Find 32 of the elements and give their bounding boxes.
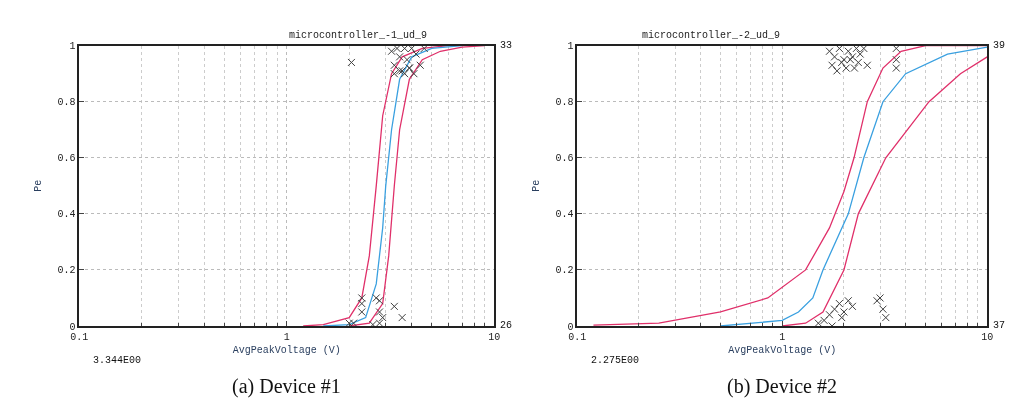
x-tick-label: 0.1 (568, 331, 587, 343)
y-tick-label: 1 (567, 41, 574, 53)
y-axis-title: Pe (530, 179, 542, 192)
text: 39 (993, 40, 1006, 51)
text: 2.275E00 (591, 355, 640, 366)
x-axis-title: AvgPeakVoltage (V) (728, 344, 837, 356)
y-tick-label: 0.6 (555, 153, 574, 165)
text: (a) Device #1 (232, 375, 341, 398)
y-tick-label: 1 (69, 41, 76, 53)
chart-title: microcontroller_-2_ud_9 (642, 30, 781, 41)
x-axis-title: AvgPeakVoltage (V) (232, 344, 341, 356)
x-tick-label: 1 (779, 331, 786, 343)
x-tick-label: 0.1 (70, 331, 89, 343)
y-tick-label: 0.8 (57, 97, 76, 109)
y-tick-label: 0 (567, 321, 574, 333)
y-tick-label: 0.8 (555, 97, 574, 109)
y-tick-label: 0 (69, 321, 76, 333)
text: 37 (993, 320, 1006, 331)
text: 26 (500, 320, 513, 331)
y-tick-label: 0.4 (57, 209, 76, 221)
y-tick-label: 0.2 (57, 265, 76, 277)
y-tick-label: 0.4 (555, 209, 574, 221)
x-tick-label: 10 (981, 331, 994, 343)
x-tick-label: 1 (283, 331, 290, 343)
chart-title: microcontroller_-1_ud_9 (289, 30, 428, 41)
y-tick-label: 0.2 (555, 265, 574, 277)
text: (b) Device #2 (727, 375, 837, 398)
y-axis-title: Pe (33, 179, 44, 192)
y-tick-label: 0.6 (57, 153, 76, 165)
x-tick-label: 10 (488, 331, 501, 343)
text: 3.344E00 (93, 355, 142, 366)
text: 33 (500, 40, 513, 51)
